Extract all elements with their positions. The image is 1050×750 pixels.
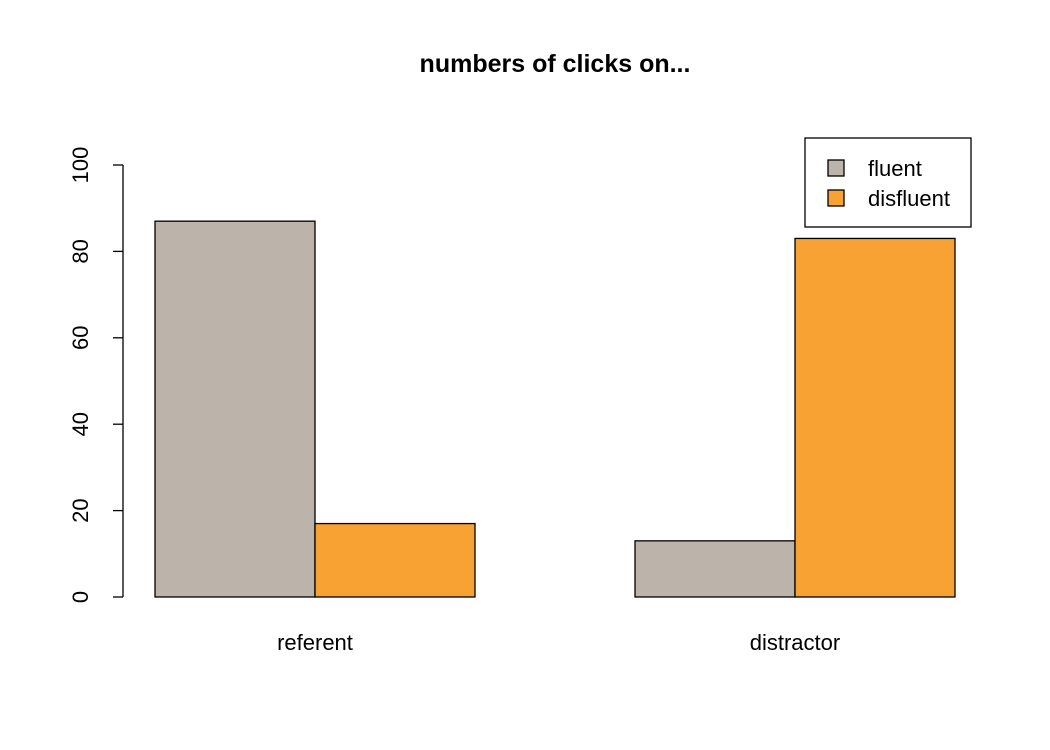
bar-fluent-distractor	[634, 540, 796, 598]
y-tick-label: 0	[68, 591, 93, 603]
bar-disfluent-distractor	[794, 237, 956, 598]
category-label: referent	[277, 630, 353, 655]
category-label: distractor	[750, 630, 840, 655]
bars	[154, 220, 956, 598]
bar-fluent-referent	[154, 220, 316, 598]
y-tick-label: 20	[68, 498, 93, 522]
legend-box	[804, 137, 972, 228]
x-axis-labels: referent distractor	[277, 630, 840, 655]
bar-disfluent-referent	[314, 522, 476, 598]
legend-label-fluent: fluent	[868, 156, 922, 181]
legend-swatch-fluent	[827, 159, 845, 177]
legend-label-disfluent: disfluent	[868, 186, 950, 211]
legend-swatch-disfluent	[827, 189, 845, 207]
y-tick-label: 60	[68, 326, 93, 350]
chart-title: numbers of clicks on...	[420, 50, 691, 78]
y-axis: 0 20 40 60 80 100	[68, 147, 123, 603]
y-tick-label: 80	[68, 239, 93, 263]
y-tick-label: 40	[68, 412, 93, 436]
y-tick-label: 100	[68, 147, 93, 184]
legend: fluent disfluent	[804, 137, 972, 228]
